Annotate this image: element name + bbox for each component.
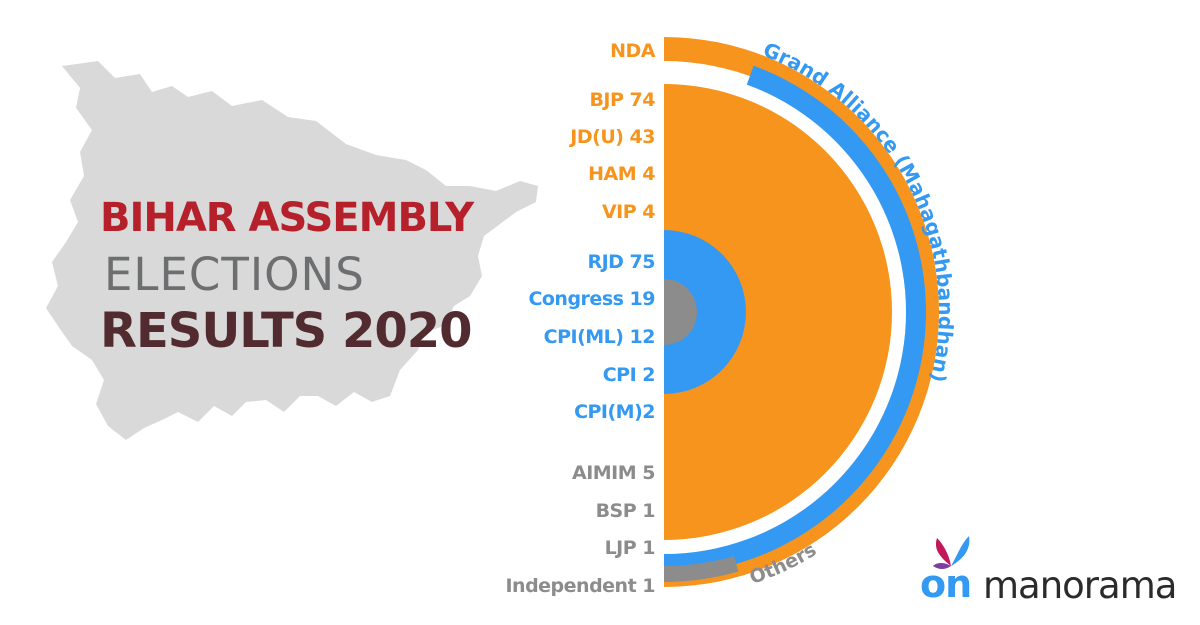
group-label-nda: NDA bbox=[610, 40, 655, 62]
title-line-3: RESULTS 2020 bbox=[100, 303, 473, 359]
butterfly-icon bbox=[933, 536, 970, 569]
party-label-cpi: CPI 2 bbox=[602, 364, 656, 386]
logo-manorama: manorama bbox=[983, 564, 1177, 607]
party-label-ham: HAM 4 bbox=[588, 163, 655, 185]
party-label-independent: Independent 1 bbox=[505, 575, 655, 597]
party-label-bjp: BJP 74 bbox=[589, 89, 655, 111]
party-label-ljp: LJP 1 bbox=[604, 537, 656, 559]
party-label-bsp: BSP 1 bbox=[595, 500, 656, 522]
party-label-aimim: AIMIM 5 bbox=[572, 462, 656, 484]
party-label-rjd: RJD 75 bbox=[587, 251, 655, 273]
party-label-jdu: JD(U) 43 bbox=[570, 126, 655, 148]
party-label-vip: VIP 4 bbox=[601, 201, 656, 223]
others-seat-semicircle bbox=[664, 279, 697, 345]
logo-on: on bbox=[920, 562, 972, 606]
party-label-cpim: CPI(M)2 bbox=[574, 401, 655, 423]
grand-alliance-seat-semicircle bbox=[664, 230, 746, 394]
bihar-map-icon bbox=[46, 61, 538, 440]
party-label-congress: Congress 19 bbox=[528, 288, 655, 310]
party-label-cpiml: CPI(ML) 12 bbox=[543, 326, 656, 348]
title-line-1: BIHAR ASSEMBLY bbox=[100, 195, 474, 241]
title-line-2: ELECTIONS bbox=[104, 248, 365, 301]
others-outer-arc bbox=[664, 556, 739, 582]
nda-seat-semicircle bbox=[664, 84, 892, 540]
